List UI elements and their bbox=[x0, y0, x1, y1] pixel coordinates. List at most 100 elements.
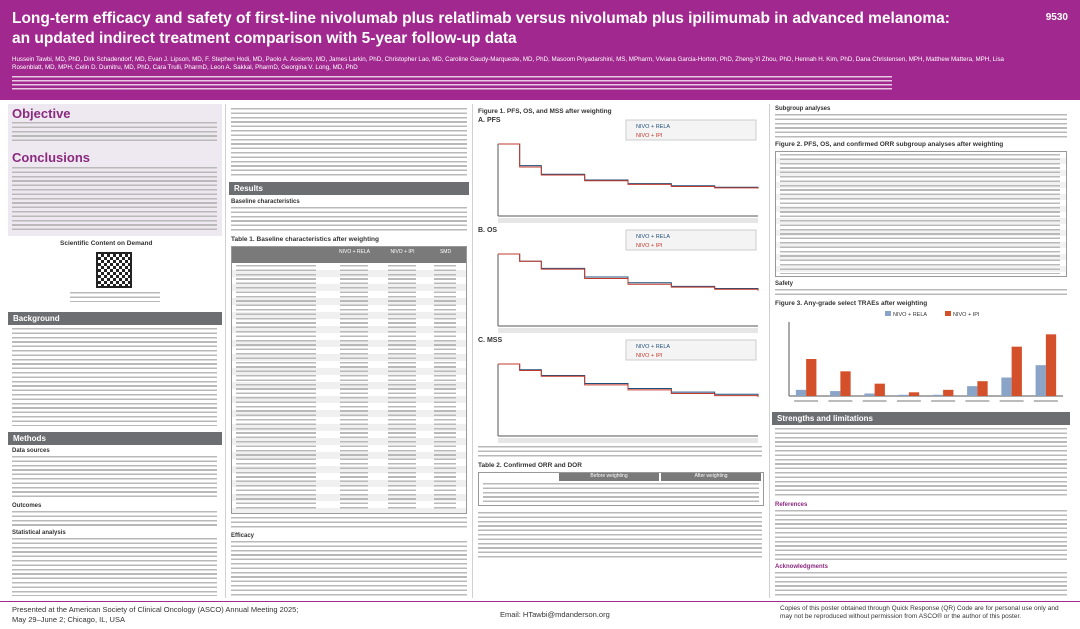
panel-label: C. MSS bbox=[478, 337, 502, 344]
footer-text: Presented at the American Society of Cli… bbox=[12, 605, 299, 614]
risk-table bbox=[498, 438, 758, 443]
subheading: Data sources bbox=[12, 448, 50, 454]
text-block bbox=[231, 541, 467, 597]
legend-label: NIVO + RELA bbox=[893, 312, 927, 318]
text-block bbox=[775, 572, 1067, 596]
legend-swatch bbox=[945, 311, 951, 316]
subheading: Efficacy bbox=[231, 533, 255, 539]
legend-label: NIVO + IPI bbox=[636, 353, 663, 359]
bar bbox=[908, 392, 920, 396]
title: Long-term efficacy and safety of first-l… bbox=[12, 10, 950, 27]
bar bbox=[1035, 365, 1046, 396]
bar bbox=[977, 381, 988, 396]
table: NIVO + RELA NIVO + IPI SMD bbox=[231, 246, 467, 514]
km-curve bbox=[498, 363, 759, 396]
bar bbox=[932, 394, 944, 396]
x-tick-label-placeholder bbox=[794, 400, 819, 402]
bar bbox=[943, 389, 954, 396]
legend-label: NIVO + IPI bbox=[636, 133, 663, 139]
email: Email: HTawbi@mdanderson.org bbox=[500, 610, 610, 619]
legend-label: NIVO + RELA bbox=[636, 124, 670, 130]
section-heading: Results bbox=[229, 182, 469, 195]
panel-label: B. OS bbox=[478, 227, 497, 234]
footer-text: Copies of this poster obtained through Q… bbox=[780, 605, 1059, 620]
text-block bbox=[12, 122, 217, 142]
section-heading: Background bbox=[8, 312, 222, 325]
footnote bbox=[478, 446, 762, 458]
text-block bbox=[478, 512, 762, 560]
risk-table bbox=[498, 328, 758, 333]
text-block bbox=[12, 538, 217, 596]
bar bbox=[830, 391, 841, 396]
risk-table bbox=[498, 218, 758, 223]
column-header: Before weighting bbox=[559, 473, 659, 481]
bar bbox=[1011, 346, 1022, 396]
panel-box bbox=[625, 119, 757, 141]
text-block bbox=[775, 428, 1067, 498]
text-block bbox=[70, 292, 160, 302]
poster-number: 9530 bbox=[1045, 12, 1068, 23]
bar bbox=[806, 359, 817, 396]
divider bbox=[472, 104, 473, 598]
bar bbox=[1001, 377, 1012, 396]
text-block bbox=[12, 167, 217, 233]
x-tick-label-placeholder bbox=[965, 400, 990, 402]
legend-label: NIVO + RELA bbox=[636, 344, 670, 350]
table: Before weighting After weighting bbox=[478, 472, 764, 506]
text-block bbox=[231, 207, 467, 233]
bar bbox=[874, 383, 885, 396]
text-block bbox=[775, 289, 1067, 297]
km-curve bbox=[498, 143, 759, 189]
authors: Hussein Tawbi, MD, PhD, Dirk Schadendorf… bbox=[12, 56, 1004, 71]
column-header: NIVO + IPI bbox=[380, 249, 425, 256]
subheading: Safety bbox=[775, 281, 794, 287]
text-block bbox=[12, 456, 217, 500]
qr-title: Scientific Content on Demand bbox=[60, 240, 153, 247]
x-tick-label-placeholder bbox=[999, 400, 1024, 402]
legend-label: NIVO + RELA bbox=[636, 234, 670, 240]
legend-swatch bbox=[885, 311, 891, 316]
x-tick-label-placeholder bbox=[931, 400, 956, 402]
column-header: After weighting bbox=[661, 473, 761, 481]
subheading: Baseline characteristics bbox=[231, 199, 300, 205]
title: an updated indirect treatment comparison… bbox=[12, 30, 517, 47]
text-block bbox=[12, 328, 217, 426]
table-title: Table 2. Confirmed ORR and DOR bbox=[478, 462, 582, 469]
affiliations bbox=[12, 76, 892, 92]
panel-box bbox=[625, 339, 757, 361]
section-heading: Objective bbox=[12, 106, 71, 121]
table-title: Table 1. Baseline characteristics after … bbox=[231, 236, 379, 243]
subheading: Acknowledgments bbox=[775, 564, 829, 570]
figure-title: Figure 2. PFS, OS, and confirmed ORR sub… bbox=[775, 141, 1004, 148]
panel-label: A. PFS bbox=[478, 117, 501, 124]
text-block bbox=[775, 510, 1067, 560]
text-block bbox=[231, 108, 467, 178]
km-curve bbox=[498, 253, 759, 291]
bar bbox=[795, 389, 807, 396]
section-heading: Methods bbox=[8, 432, 222, 445]
legend-label: NIVO + IPI bbox=[953, 312, 980, 318]
x-tick-label-placeholder bbox=[1033, 400, 1058, 402]
bar bbox=[898, 394, 909, 396]
bar bbox=[864, 393, 875, 396]
panel-box bbox=[625, 229, 757, 251]
qr-code[interactable] bbox=[96, 252, 132, 288]
km-figure: A. PFS NIVO + RELA NIVO + IPI B. OS NIVO + R… bbox=[478, 117, 759, 443]
text-block bbox=[775, 114, 1067, 138]
divider bbox=[769, 104, 770, 598]
km-curve bbox=[498, 363, 759, 398]
forest-table bbox=[775, 151, 1067, 277]
x-tick-label-placeholder bbox=[896, 400, 921, 402]
subheading: Statistical analysis bbox=[12, 530, 66, 536]
figure-title: Figure 1. PFS, OS, and MSS after weighti… bbox=[478, 108, 612, 115]
bar bbox=[840, 371, 851, 396]
subheading: Outcomes bbox=[12, 503, 42, 509]
section-heading: Strengths and limitations bbox=[772, 412, 1070, 425]
subheading: References bbox=[775, 502, 808, 508]
x-tick-label-placeholder bbox=[862, 400, 887, 402]
bar bbox=[1045, 334, 1057, 396]
bar bbox=[967, 386, 978, 396]
divider bbox=[225, 104, 226, 598]
section-heading: Conclusions bbox=[12, 150, 91, 165]
